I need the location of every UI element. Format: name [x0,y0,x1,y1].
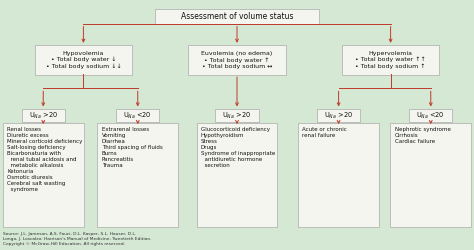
Text: U$_{Na}$ >20: U$_{Na}$ >20 [222,110,252,121]
Text: Source: J.L. Jameson, A.S. Fauci, D.L. Kasper, S.L. Hauser, D.L.
Longo, J. Losca: Source: J.L. Jameson, A.S. Fauci, D.L. K… [3,232,152,246]
Text: U$_{Na}$ <20: U$_{Na}$ <20 [123,110,152,121]
FancyBboxPatch shape [197,124,277,228]
Text: U$_{Na}$ >20: U$_{Na}$ >20 [324,110,353,121]
FancyBboxPatch shape [409,109,452,122]
FancyBboxPatch shape [391,124,471,228]
Text: Extrarenal losses
Vomiting
Diarrhea
Third spacing of fluids
Burns
Pancreatitis
T: Extrarenal losses Vomiting Diarrhea Thir… [101,127,163,168]
FancyBboxPatch shape [35,45,132,75]
Text: Renal losses
Diuretic excess
Mineral corticoid deficiency
Salt-losing deficiency: Renal losses Diuretic excess Mineral cor… [7,127,82,192]
Text: Nephrotic syndrome
Cirrhosis
Cardiac failure: Nephrotic syndrome Cirrhosis Cardiac fai… [395,127,450,144]
FancyBboxPatch shape [22,109,65,122]
FancyBboxPatch shape [342,45,439,75]
FancyBboxPatch shape [317,109,360,122]
Text: Assessment of volume status: Assessment of volume status [181,12,293,21]
Text: Acute or chronic
renal failure: Acute or chronic renal failure [302,127,347,138]
Text: Euvolemia (no edema)
• Total body water ↑
• Total body sodium ↔: Euvolemia (no edema) • Total body water … [201,51,273,69]
FancyBboxPatch shape [298,124,379,228]
Text: Hypovolemia
• Total body water ↓
• Total body sodium ↓↓: Hypovolemia • Total body water ↓ • Total… [46,51,121,69]
FancyBboxPatch shape [155,9,319,24]
FancyBboxPatch shape [216,109,258,122]
Text: Glucocorticoid deficiency
Hypothyroidism
Stress
Drugs
Syndrome of inappropriate
: Glucocorticoid deficiency Hypothyroidism… [201,127,275,168]
FancyBboxPatch shape [116,109,159,122]
FancyBboxPatch shape [97,124,178,228]
Text: U$_{Na}$ <20: U$_{Na}$ <20 [417,110,445,121]
Text: U$_{Na}$ >20: U$_{Na}$ >20 [29,110,58,121]
Text: Hypervolemia
• Total body water ↑↑
• Total body sodium ↑: Hypervolemia • Total body water ↑↑ • Tot… [355,51,426,69]
FancyBboxPatch shape [3,124,83,228]
FancyBboxPatch shape [188,45,286,75]
